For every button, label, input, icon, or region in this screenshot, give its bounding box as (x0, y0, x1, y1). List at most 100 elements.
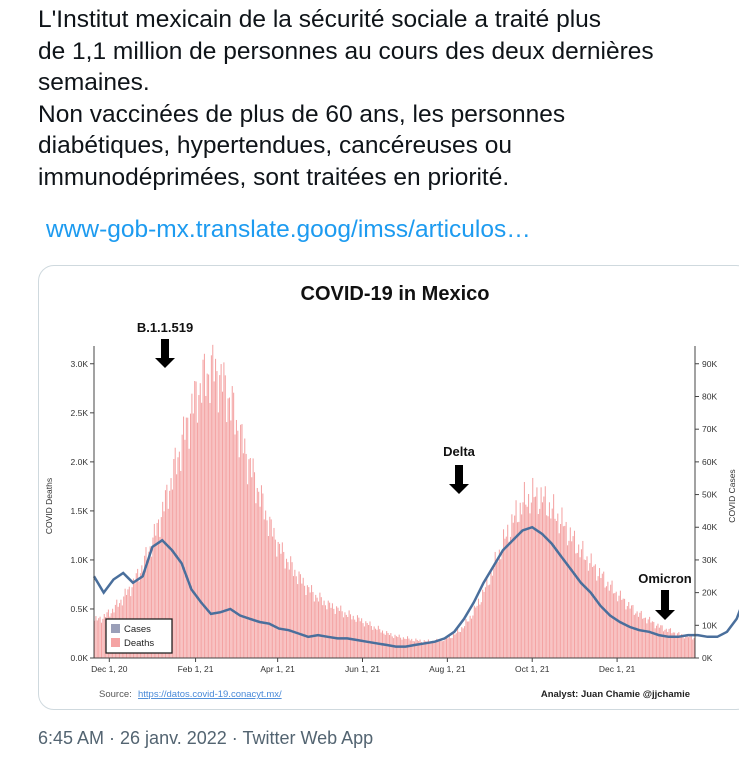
source-link[interactable]: https://datos.covid-19.conacyt.mx/ (138, 689, 282, 700)
death-bar (447, 638, 449, 658)
death-bar (95, 616, 97, 658)
death-bar (657, 623, 659, 658)
death-bar (169, 490, 171, 658)
death-bar (284, 568, 286, 658)
death-bar (555, 521, 557, 658)
death-bar (494, 551, 496, 658)
article-link[interactable]: www-gob-mx.translate.goog/imss/articulos… (46, 216, 531, 243)
death-bar (561, 507, 563, 658)
death-bar (361, 618, 363, 658)
death-bar (302, 577, 304, 658)
death-bar (203, 353, 205, 658)
death-bar (628, 602, 630, 658)
death-bar (141, 565, 143, 658)
death-bar (415, 638, 417, 658)
death-bar (676, 633, 678, 658)
death-bar (227, 398, 229, 658)
death-bar (558, 533, 560, 658)
death-bar (515, 500, 517, 658)
death-bar (692, 639, 694, 658)
death-bar (500, 559, 502, 658)
death-bar (377, 625, 379, 658)
death-bar (565, 521, 567, 658)
death-bar (601, 573, 603, 658)
x-tick-label: Apr 1, 21 (260, 664, 295, 674)
death-bar (183, 416, 185, 658)
death-bar (618, 595, 620, 658)
death-bar (663, 631, 665, 658)
death-bar (426, 641, 428, 658)
death-bar (405, 639, 407, 658)
death-bar (145, 547, 147, 658)
death-bar (194, 381, 196, 658)
death-bar (543, 496, 545, 658)
death-bar (636, 611, 638, 658)
y2-tick-label: 90K (702, 359, 717, 369)
y-tick-label: 2.5K (71, 408, 89, 418)
death-bar (496, 561, 498, 658)
death-bar (600, 577, 602, 658)
death-bar (544, 486, 546, 658)
death-bar (292, 576, 294, 658)
death-bar (689, 635, 691, 658)
death-bar (523, 481, 525, 658)
tweet-timestamp[interactable]: 6:45 AM · 26 janv. 2022 · Twitter Web Ap… (38, 728, 374, 748)
death-bar (324, 605, 326, 658)
death-bar (587, 570, 589, 658)
death-bar (201, 402, 203, 658)
death-bar (369, 621, 371, 658)
death-bar (437, 640, 439, 658)
y2-axis-label: COVID Cases (727, 469, 737, 522)
death-bar (305, 595, 307, 658)
death-bar (312, 592, 314, 658)
death-bar (537, 514, 539, 658)
death-bar (166, 484, 168, 658)
death-bar (192, 413, 194, 658)
death-bar (649, 616, 651, 658)
death-bar (316, 597, 318, 658)
death-bar (215, 358, 217, 658)
death-bar (188, 448, 190, 658)
y2-tick-label: 80K (702, 391, 717, 401)
death-bar (260, 485, 262, 658)
death-bar (441, 641, 443, 658)
death-bar (358, 617, 360, 658)
death-bar (596, 580, 598, 658)
death-bar (593, 565, 595, 658)
death-bar (646, 623, 648, 658)
death-bar (547, 516, 549, 658)
tweet-media-image[interactable]: COVID-19 in Mexico 0.0K 0.5K 1.0K 1.5K 2.0K 2… (38, 265, 739, 710)
death-bar (336, 606, 338, 658)
y2-tick-label: 10K (702, 620, 717, 630)
death-bar (418, 641, 420, 658)
death-bar (622, 598, 624, 658)
death-bar (315, 594, 317, 658)
death-bar (575, 553, 577, 658)
death-bar (615, 591, 617, 658)
death-bar (535, 496, 537, 658)
death-bar (458, 631, 460, 658)
death-bar (223, 362, 225, 658)
x-tick-label: Aug 1, 21 (429, 664, 466, 674)
death-bar (149, 546, 151, 658)
death-bar (669, 628, 671, 658)
death-bar (265, 510, 267, 658)
death-bar (541, 502, 544, 658)
death-bar (228, 397, 230, 658)
death-bar (294, 569, 296, 658)
death-bar (582, 540, 584, 658)
death-bar (621, 599, 623, 658)
death-bar (564, 525, 566, 658)
death-bar (352, 615, 354, 658)
death-bar (139, 573, 141, 658)
death-bar (624, 598, 626, 658)
death-bar (191, 393, 193, 658)
annotation-delta: Delta (443, 444, 476, 459)
death-bar (100, 622, 102, 658)
death-bar (550, 518, 552, 658)
death-bar (521, 514, 523, 658)
death-bar (451, 637, 453, 658)
death-bar (540, 487, 542, 658)
death-bar (135, 573, 137, 658)
death-bar (144, 555, 146, 658)
